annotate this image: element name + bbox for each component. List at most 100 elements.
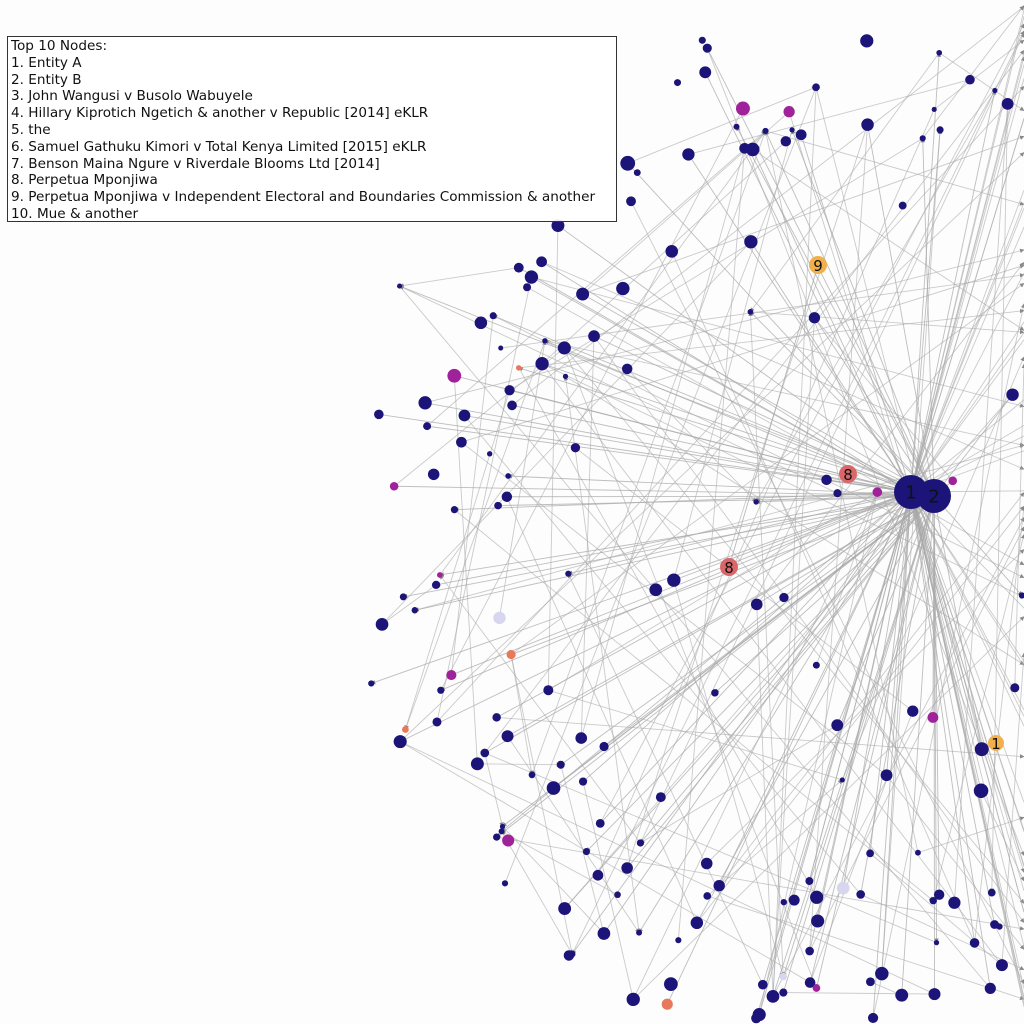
graph-node	[557, 341, 571, 355]
graph-node	[1001, 97, 1014, 110]
graph-node	[804, 977, 816, 988]
graph-edge	[910, 339, 1024, 493]
graph-edge	[884, 491, 912, 776]
graph-edge	[910, 491, 1024, 831]
graph-edge	[593, 335, 935, 497]
graph-edge	[440, 491, 912, 691]
graph-node	[733, 123, 740, 130]
graph-node	[501, 730, 514, 743]
graph-edge	[424, 248, 1024, 404]
graph-node	[866, 849, 874, 858]
graph-node	[811, 914, 825, 928]
graph-edge	[909, 64, 1024, 493]
graph-edge	[750, 311, 1024, 335]
graph-edge	[393, 347, 565, 487]
graph-edge	[630, 201, 1024, 985]
graph-node	[875, 966, 889, 981]
graph-node	[973, 783, 989, 799]
graph-edge	[531, 130, 766, 776]
graph-node	[389, 481, 399, 491]
graph-edge	[541, 140, 787, 365]
graph-node	[831, 719, 844, 732]
graph-edge	[454, 509, 934, 902]
graph-edge	[671, 251, 975, 944]
graph-edge	[582, 293, 935, 497]
graph-node	[494, 501, 502, 510]
graph-node	[703, 892, 712, 900]
graph-node	[626, 992, 640, 1007]
graph-node	[499, 823, 506, 830]
graph-node	[747, 309, 754, 315]
graph-edge	[599, 491, 912, 824]
graph-node	[675, 937, 682, 944]
graph-node	[711, 689, 719, 697]
graph-edge	[910, 332, 1024, 493]
graph-edge	[399, 267, 519, 288]
graph-edge	[910, 491, 1024, 717]
graph-edge	[564, 495, 935, 909]
graph-edge	[755, 491, 878, 504]
graph-edge	[728, 264, 820, 568]
graph-edge	[1001, 652, 1024, 966]
graph-node	[699, 66, 712, 79]
legend-item: 2. Entity B	[11, 71, 82, 88]
graph-node	[432, 717, 442, 727]
graph-node	[895, 988, 909, 1002]
graph-node	[839, 777, 845, 783]
graph-node	[558, 902, 572, 915]
graph-node	[928, 988, 941, 1001]
graph-edge	[750, 311, 935, 497]
graph-node	[595, 818, 605, 828]
graph-node	[437, 686, 445, 694]
graph-node	[744, 235, 758, 249]
graph-node	[880, 769, 893, 782]
graph-edge	[399, 152, 1024, 742]
graph-node	[528, 771, 536, 779]
graph-edge	[492, 315, 935, 497]
graph-edge	[463, 413, 935, 497]
graph-node	[502, 834, 515, 847]
graph-edge	[563, 347, 817, 989]
legend-item: 5. the	[11, 121, 51, 138]
graph-edge	[435, 491, 912, 587]
graph-edge	[718, 491, 912, 887]
graph-edge	[910, 189, 1024, 493]
graph-node	[766, 989, 780, 1003]
graph-edge	[909, 491, 1024, 947]
graph-node	[927, 712, 939, 723]
graph-edge	[910, 272, 1024, 493]
labeled-node	[809, 256, 827, 274]
graph-edge	[506, 494, 935, 499]
graph-node	[621, 363, 633, 375]
graph-node	[470, 757, 484, 771]
node-label: 8	[724, 559, 734, 577]
graph-node	[620, 155, 636, 171]
graph-node	[582, 847, 591, 856]
graph-node	[501, 880, 509, 887]
graph-edge	[910, 226, 1024, 493]
graph-edge	[756, 604, 776, 997]
graph-edge	[439, 574, 641, 844]
graph-edge	[575, 447, 914, 712]
graph-edge	[461, 264, 1024, 443]
graph-edge	[511, 404, 935, 497]
graph-edge	[404, 390, 510, 730]
graph-edge	[704, 71, 912, 493]
graph-node	[667, 573, 681, 587]
graph-node	[995, 959, 1008, 972]
graph-edge	[501, 830, 618, 896]
graph-edge	[546, 225, 559, 691]
graph-edge	[506, 496, 698, 923]
graph-edge	[627, 86, 817, 164]
graph-edge	[879, 491, 912, 975]
graph-edge	[706, 47, 1024, 857]
graph-node	[636, 929, 643, 936]
graph-edge	[436, 86, 1024, 723]
graph-edge	[910, 321, 1024, 493]
node-label: 9	[813, 257, 823, 275]
graph-node	[498, 828, 505, 835]
graph-edge	[484, 752, 504, 827]
graph-edge	[414, 495, 935, 612]
graph-edge	[518, 367, 818, 898]
graph-edge	[518, 366, 935, 497]
